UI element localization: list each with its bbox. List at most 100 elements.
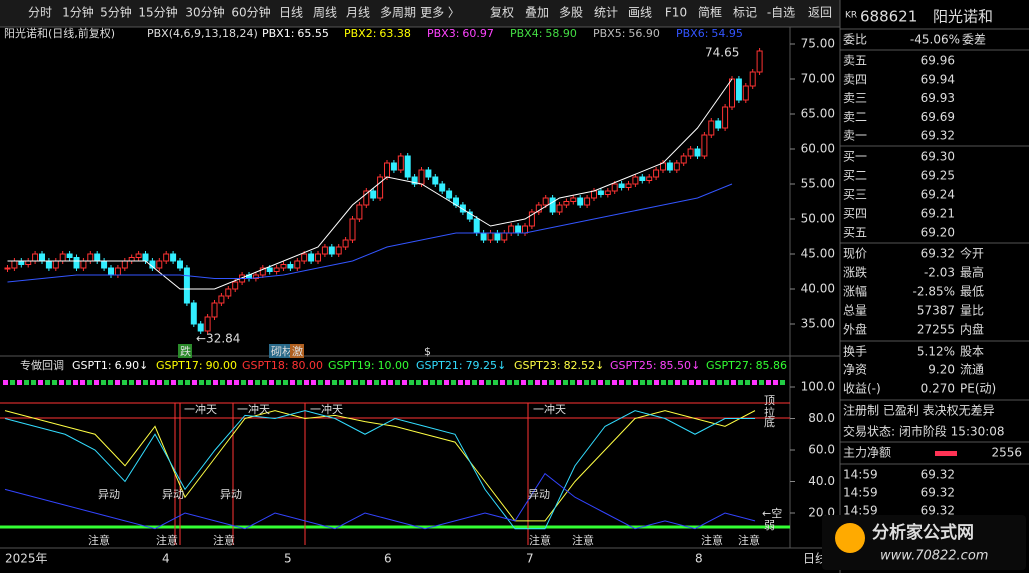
candle [301,253,308,262]
signal-dot [353,380,358,385]
candle [204,316,211,332]
signal-dot [122,380,127,385]
candle [4,267,11,270]
candle [328,246,335,255]
signal-dot [136,380,141,385]
candle [673,162,680,171]
signal-dot [304,380,309,385]
ask-label: 卖五 [843,54,867,68]
candle [349,218,356,241]
side-label: 顶 [764,394,775,407]
signal: 砌材 [271,344,293,358]
move-label: 异动 [98,488,120,501]
signal-dot [507,380,512,385]
period-tab[interactable]: 5分钟 [100,5,132,20]
legend-item: PBX4: 58.90 [510,27,577,40]
stat-label: 收益(-) [843,382,881,396]
signal-dot [276,380,281,385]
period-tab[interactable]: 月线 [346,6,370,20]
signal-dot [528,380,533,385]
tool-button[interactable]: 复权 [490,6,514,20]
candle [377,176,384,199]
y-tick-label: 70.00 [801,72,835,86]
signal-dot [367,380,372,385]
legend-arrow: ↓ [691,359,700,372]
signal-dot [759,380,764,385]
tool-button[interactable]: 简框 [698,6,722,20]
candle [39,253,45,262]
stat-value: 27255 [917,323,955,337]
y-tick-label: 100.0 [801,380,835,394]
side-label: 弱 [764,519,775,532]
signal-dot [108,380,113,385]
tool-button[interactable]: 标记 [733,6,757,20]
stat-value: 5.12% [917,345,955,359]
candle [742,85,749,101]
date-label: 7 [526,552,534,566]
attention-label: 注意 [529,533,551,547]
period-tab[interactable]: 周线 [313,6,337,20]
signal-dot [262,380,267,385]
indicator-line [4,410,756,522]
legend-name: PBX3: [427,27,459,40]
candle [335,246,342,255]
signal-dot [395,380,400,385]
signal-dot [437,380,442,385]
period-tab[interactable]: 更多 〉 [420,6,460,20]
candle [273,267,280,272]
candle [11,260,18,269]
code: 688621 [860,8,917,26]
candle [128,257,135,262]
candle [225,288,232,297]
tool-button[interactable]: 画线 [628,6,652,20]
tool-button[interactable]: 返回 [808,6,832,20]
tool-button[interactable]: F10 [665,6,687,20]
candle [556,204,563,213]
period-tab[interactable]: 分时 [28,6,52,20]
period-tab[interactable]: 60分钟 [231,5,270,20]
candle [218,295,225,304]
candle [287,264,294,269]
y-tick-label: 40.00 [801,282,835,296]
tool-button[interactable]: -自选 [767,6,795,20]
y-tick-label: 80.0 [808,411,835,425]
market: KR [845,11,857,21]
side-label: ←空 [762,506,782,520]
period-tab[interactable]: 15分钟 [138,5,177,20]
surge-label: 一冲天 [533,402,566,416]
signal: $ [424,345,431,358]
signal-dot [640,380,645,385]
tool-button[interactable]: 统计 [594,6,618,20]
ask-label: 卖一 [843,129,867,143]
tool-button[interactable]: 多股 [559,6,583,20]
legend-item: PBX1: 65.55 [262,27,329,40]
signal-dot [696,380,701,385]
candle [542,197,549,206]
legend-item: GSPT21: 79.25↓ [416,359,506,372]
candle [646,176,653,181]
signal-dot [465,380,470,385]
bid-price: 69.25 [921,169,955,183]
candle [142,253,149,262]
indicator-line [4,472,756,530]
signal-dot [500,380,505,385]
tool-button[interactable]: 叠加 [525,6,549,20]
period-tab[interactable]: 日线 [279,6,303,20]
legend-arrow: ↓ [497,359,506,372]
candle [680,155,687,164]
period-tab[interactable]: 1分钟 [62,5,94,20]
legend-name: GSPT27: [706,359,753,372]
period-tab[interactable]: 30分钟 [185,5,224,20]
ask-price: 69.93 [921,91,955,105]
candle [397,155,404,171]
candle [584,197,591,206]
indicator-line [4,410,755,530]
signal-dot [472,380,477,385]
stat-label: 最高 [960,265,984,280]
stat-value: 9.20 [928,363,955,377]
attention-label: 注意 [701,533,723,547]
signal-dot [598,380,603,385]
period-tab[interactable]: 多周期 [380,6,416,20]
candle [715,120,722,129]
tick-price: 69.32 [921,504,955,518]
